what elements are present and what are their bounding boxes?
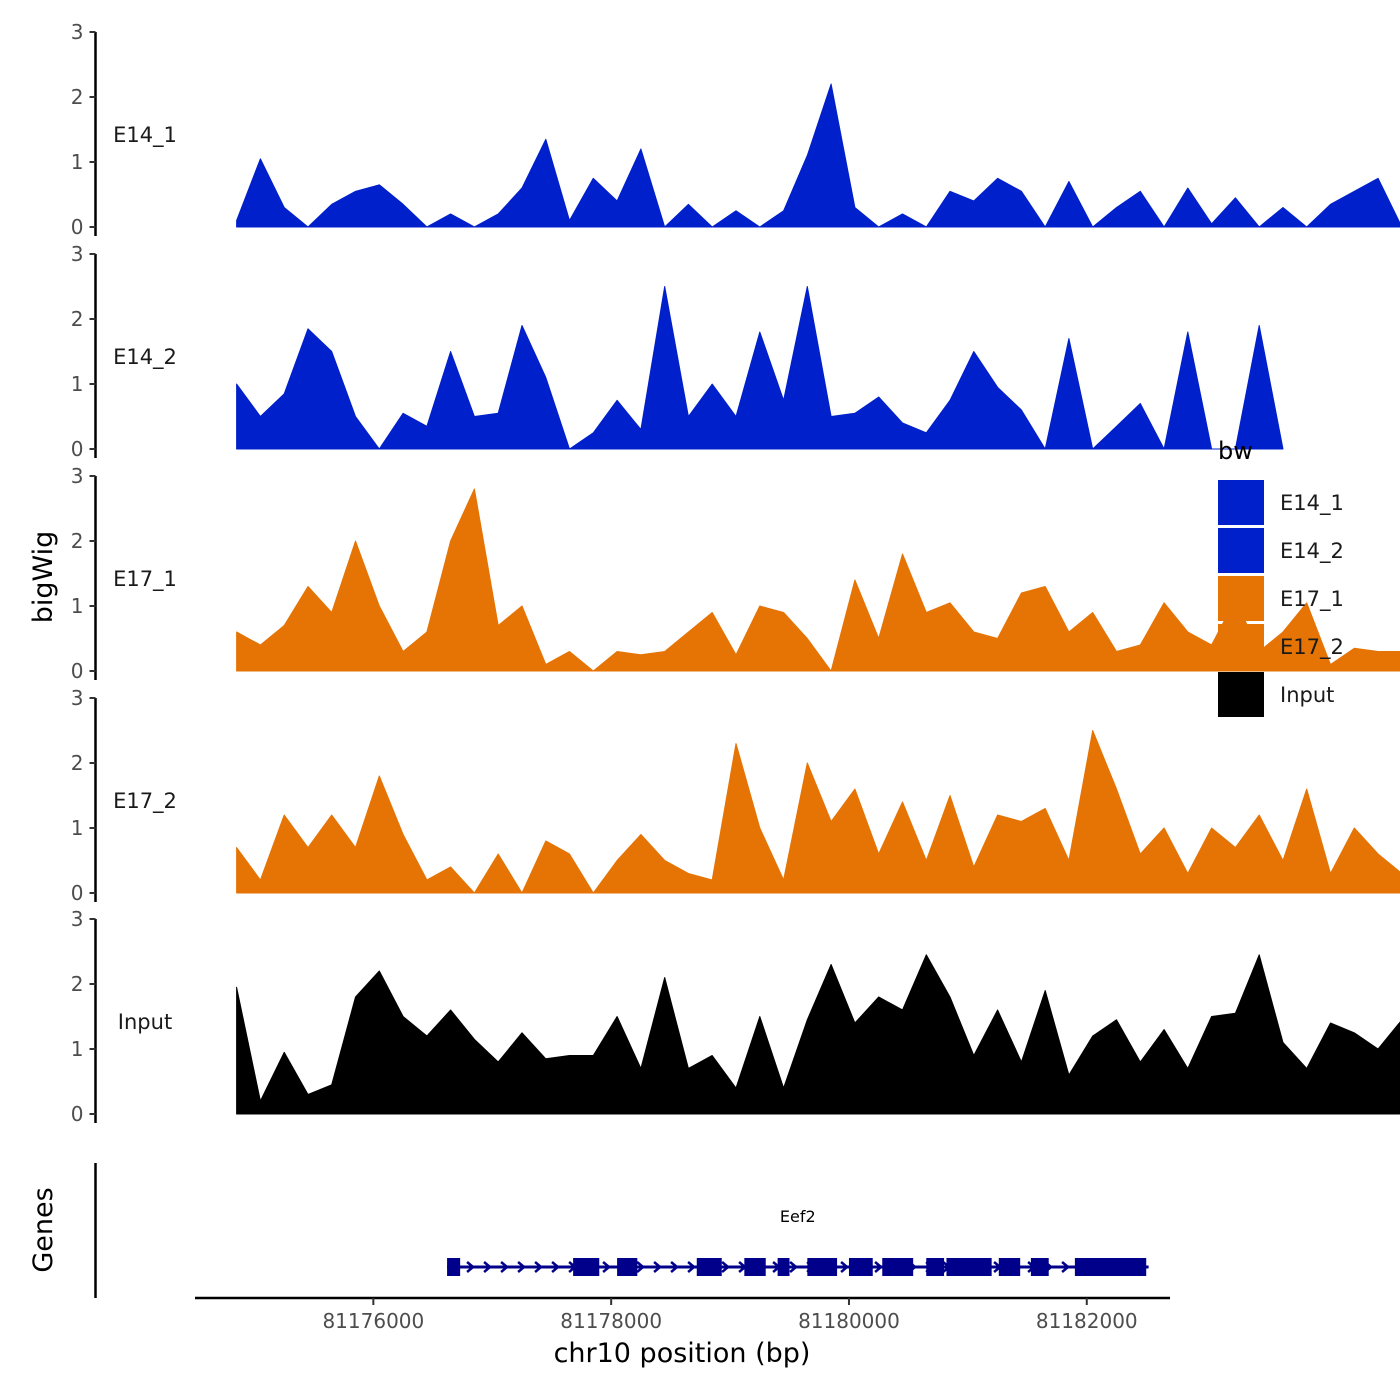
legend-label: E14_1 bbox=[1280, 491, 1344, 516]
x-tick-label: 81176000 bbox=[322, 1309, 424, 1333]
legend-label: Input bbox=[1280, 683, 1334, 707]
track-label: E17_2 bbox=[113, 789, 177, 814]
strand-arrow bbox=[687, 1261, 697, 1273]
track-label: E14_2 bbox=[113, 345, 177, 370]
gene-exon bbox=[998, 1258, 1021, 1276]
gene-exon bbox=[573, 1258, 600, 1276]
y-tick-label: 0 bbox=[71, 215, 84, 239]
y-tick-label: 2 bbox=[71, 85, 84, 109]
strand-arrow bbox=[466, 1261, 476, 1273]
x-tick-label: 81178000 bbox=[560, 1309, 662, 1333]
y-tick-label: 3 bbox=[71, 686, 84, 710]
y-tick-label: 2 bbox=[71, 529, 84, 553]
gene-exon bbox=[926, 1258, 945, 1276]
signal-area bbox=[236, 488, 1400, 672]
y-tick-label: 0 bbox=[71, 1102, 84, 1126]
y-tick-label: 3 bbox=[71, 907, 84, 931]
legend-swatch bbox=[1218, 672, 1264, 717]
gene-exon bbox=[807, 1258, 838, 1276]
track-label: Input bbox=[118, 1010, 172, 1034]
legend: bw E14_1 E14_2 E17_1 E17_2 Input bbox=[1218, 437, 1344, 717]
genes-track-title: Genes bbox=[28, 1187, 59, 1272]
x-tick-label: 81182000 bbox=[1036, 1309, 1138, 1333]
strand-arrow bbox=[551, 1261, 561, 1273]
legend-label: E17_2 bbox=[1280, 635, 1344, 660]
track-label: E14_1 bbox=[113, 123, 177, 148]
track-e14-2: 0 1 2 3 E14_2 bbox=[71, 242, 1284, 461]
legend-title: bw bbox=[1218, 437, 1253, 465]
signal-area bbox=[236, 730, 1400, 894]
y-tick-label: 3 bbox=[71, 242, 84, 266]
gene-exon bbox=[848, 1258, 873, 1276]
gene-exon bbox=[744, 1258, 766, 1276]
strand-arrow bbox=[653, 1261, 663, 1273]
y-tick-label: 3 bbox=[71, 464, 84, 488]
y-tick-label: 1 bbox=[71, 816, 84, 840]
legend-swatch bbox=[1218, 576, 1264, 621]
strand-arrow bbox=[602, 1261, 612, 1273]
y-tick-label: 3 bbox=[71, 20, 84, 44]
legend-swatch bbox=[1218, 624, 1264, 669]
gene-model bbox=[447, 1258, 1149, 1276]
gene-exon bbox=[696, 1258, 722, 1276]
strand-arrow bbox=[874, 1261, 884, 1273]
genes-track: Genes Eef2 bbox=[28, 1163, 1149, 1298]
y-tick-label: 1 bbox=[71, 594, 84, 618]
track-e17-1: 0 1 2 3 E17_1 bbox=[71, 464, 1400, 683]
signal-area bbox=[236, 83, 1400, 228]
strand-arrow bbox=[721, 1261, 731, 1273]
y-axis-title: bigWig bbox=[28, 531, 59, 624]
strand-arrow bbox=[840, 1261, 850, 1273]
gene-label: Eef2 bbox=[780, 1207, 816, 1226]
legend-swatch bbox=[1218, 480, 1264, 525]
gene-exon bbox=[1030, 1258, 1049, 1276]
y-tick-label: 1 bbox=[71, 372, 84, 396]
signal-area bbox=[236, 286, 1284, 450]
y-tick-label: 1 bbox=[71, 1037, 84, 1061]
x-tick-label: 81180000 bbox=[798, 1309, 900, 1333]
track-input: 0 1 2 3 Input bbox=[71, 907, 1400, 1126]
x-axis: chr10 position (bp) 81176000 81178000 8118… bbox=[195, 1296, 1170, 1369]
track-e14-1: 0 1 2 3 E14_1 bbox=[71, 20, 1400, 239]
strand-arrow bbox=[789, 1261, 799, 1273]
track-e17-2: 0 1 2 3 E17_2 bbox=[71, 686, 1400, 905]
signal-tracks: 0 1 2 3 E14_1 0 1 2 3 E14_2 0 1 2 3 E17_1 0 1 2 3 E17_2 0 1 2 3… bbox=[71, 20, 1400, 1126]
legend-label: E14_2 bbox=[1280, 539, 1344, 564]
legend-label: E17_1 bbox=[1280, 587, 1344, 612]
y-tick-label: 0 bbox=[71, 437, 84, 461]
legend-swatch bbox=[1218, 528, 1264, 573]
strand-arrow bbox=[483, 1261, 493, 1273]
track-label: E17_1 bbox=[113, 567, 177, 592]
y-tick-label: 2 bbox=[71, 751, 84, 775]
strand-arrow bbox=[670, 1261, 680, 1273]
gene-exon bbox=[1074, 1258, 1147, 1276]
y-tick-label: 0 bbox=[71, 881, 84, 905]
strand-arrow bbox=[517, 1261, 527, 1273]
x-axis-title: chr10 position (bp) bbox=[554, 1338, 811, 1369]
strand-arrow bbox=[1061, 1261, 1071, 1273]
strand-arrow bbox=[636, 1261, 646, 1273]
y-tick-label: 0 bbox=[71, 659, 84, 683]
gene-exon bbox=[777, 1258, 790, 1276]
strand-arrow bbox=[500, 1261, 510, 1273]
gene-exon bbox=[946, 1258, 992, 1276]
y-tick-label: 1 bbox=[71, 150, 84, 174]
gene-exon bbox=[882, 1258, 914, 1276]
y-tick-label: 2 bbox=[71, 307, 84, 331]
y-tick-label: 2 bbox=[71, 972, 84, 996]
signal-area bbox=[236, 954, 1400, 1115]
gene-exon bbox=[617, 1258, 638, 1276]
strand-arrow bbox=[534, 1261, 544, 1273]
gene-exon bbox=[447, 1258, 461, 1276]
